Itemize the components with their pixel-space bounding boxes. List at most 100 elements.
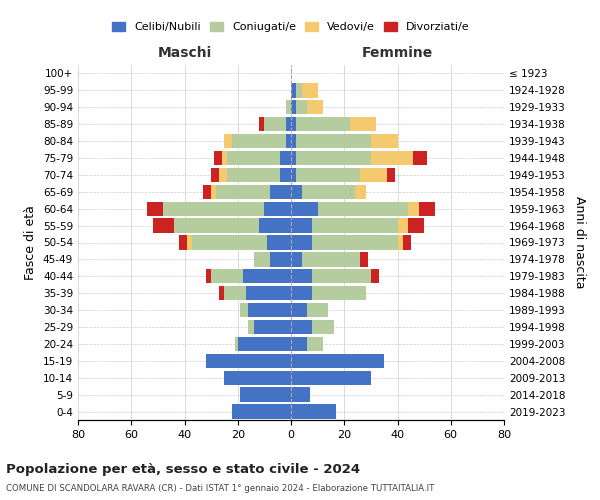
Bar xyxy=(235,336,238,351)
Bar xyxy=(291,269,313,283)
Bar xyxy=(371,134,398,148)
Bar xyxy=(286,134,291,148)
Bar xyxy=(419,202,435,216)
Bar xyxy=(291,370,371,385)
Bar xyxy=(270,252,291,266)
Bar xyxy=(232,404,291,418)
Bar xyxy=(206,354,291,368)
Bar xyxy=(259,117,265,132)
Bar xyxy=(259,218,291,233)
Bar xyxy=(248,320,254,334)
Bar xyxy=(254,252,270,266)
Bar xyxy=(360,252,368,266)
Bar xyxy=(291,117,296,132)
Bar xyxy=(241,388,291,402)
Bar xyxy=(296,134,371,148)
Bar xyxy=(307,303,328,318)
Bar xyxy=(387,168,395,182)
Text: COMUNE DI SCANDOLARA RAVARA (CR) - Dati ISTAT 1° gennaio 2024 - Elaborazione TUT: COMUNE DI SCANDOLARA RAVARA (CR) - Dati … xyxy=(6,484,434,493)
Bar xyxy=(211,184,217,199)
Bar xyxy=(291,252,302,266)
Bar xyxy=(248,303,291,318)
Bar xyxy=(296,151,371,165)
Bar xyxy=(291,236,313,250)
Text: Femmine: Femmine xyxy=(362,46,433,60)
Bar xyxy=(408,218,424,233)
Bar xyxy=(371,269,379,283)
Bar xyxy=(296,100,307,114)
Bar xyxy=(241,303,248,318)
Bar xyxy=(187,236,193,250)
Bar xyxy=(296,168,360,182)
Bar xyxy=(265,117,286,132)
Bar xyxy=(350,117,376,132)
Bar xyxy=(291,83,296,98)
Bar xyxy=(222,151,227,165)
Bar xyxy=(360,168,387,182)
Bar xyxy=(302,184,355,199)
Bar xyxy=(398,218,408,233)
Bar xyxy=(227,168,280,182)
Bar xyxy=(286,117,291,132)
Bar xyxy=(217,184,270,199)
Bar xyxy=(296,83,302,98)
Legend: Celibi/Nubili, Coniugati/e, Vedovi/e, Divorziati/e: Celibi/Nubili, Coniugati/e, Vedovi/e, Di… xyxy=(108,18,474,36)
Bar xyxy=(313,269,371,283)
Bar xyxy=(291,336,307,351)
Bar xyxy=(286,100,291,114)
Bar xyxy=(291,218,313,233)
Bar xyxy=(291,168,296,182)
Bar xyxy=(265,202,291,216)
Bar xyxy=(163,202,265,216)
Bar xyxy=(302,83,317,98)
Bar xyxy=(206,269,211,283)
Bar xyxy=(211,269,243,283)
Bar xyxy=(280,168,291,182)
Text: Maschi: Maschi xyxy=(157,46,212,60)
Bar xyxy=(224,134,232,148)
Bar xyxy=(152,218,174,233)
Bar xyxy=(211,168,219,182)
Bar xyxy=(291,134,296,148)
Bar xyxy=(291,388,310,402)
Bar xyxy=(307,336,323,351)
Bar xyxy=(408,202,419,216)
Bar xyxy=(214,151,222,165)
Bar xyxy=(291,354,384,368)
Bar xyxy=(355,184,365,199)
Bar xyxy=(238,336,291,351)
Bar xyxy=(219,168,227,182)
Bar xyxy=(371,151,413,165)
Bar xyxy=(254,320,291,334)
Bar xyxy=(313,320,334,334)
Text: Popolazione per età, sesso e stato civile - 2024: Popolazione per età, sesso e stato civil… xyxy=(6,462,360,475)
Bar xyxy=(291,184,302,199)
Bar xyxy=(317,202,408,216)
Bar xyxy=(193,236,267,250)
Bar xyxy=(291,404,336,418)
Bar xyxy=(291,151,296,165)
Bar xyxy=(147,202,163,216)
Bar xyxy=(291,303,307,318)
Bar xyxy=(296,117,350,132)
Bar xyxy=(291,202,317,216)
Bar xyxy=(227,151,280,165)
Bar xyxy=(243,269,291,283)
Bar xyxy=(313,218,398,233)
Bar xyxy=(280,151,291,165)
Bar xyxy=(270,184,291,199)
Bar xyxy=(291,320,313,334)
Bar xyxy=(307,100,323,114)
Bar xyxy=(224,370,291,385)
Bar xyxy=(302,252,360,266)
Bar xyxy=(291,286,313,300)
Bar xyxy=(203,184,211,199)
Y-axis label: Fasce di età: Fasce di età xyxy=(25,205,37,280)
Bar xyxy=(313,236,398,250)
Bar xyxy=(232,134,286,148)
Bar xyxy=(403,236,411,250)
Bar xyxy=(224,286,246,300)
Bar xyxy=(398,236,403,250)
Y-axis label: Anni di nascita: Anni di nascita xyxy=(574,196,586,289)
Bar xyxy=(267,236,291,250)
